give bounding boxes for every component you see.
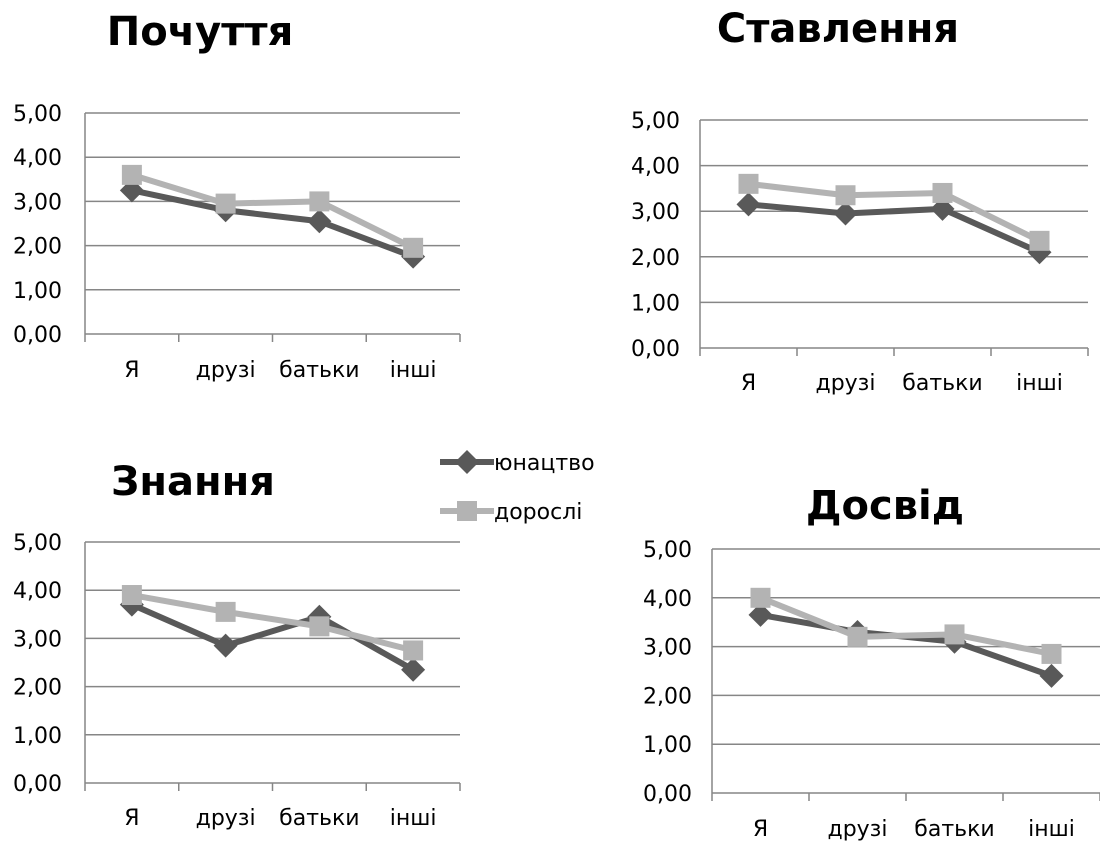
series-line-adults xyxy=(748,180,1041,244)
data-point-adults xyxy=(1041,643,1062,664)
y-tick-label: 3,00 xyxy=(13,190,62,215)
y-tick-label: 4,00 xyxy=(631,155,680,180)
series-line-youth xyxy=(130,601,415,673)
series-line-adults xyxy=(131,592,414,654)
y-tick-label: 4,00 xyxy=(643,587,692,612)
series-line-youth xyxy=(131,187,415,260)
y-tick-label: 0,00 xyxy=(13,323,62,348)
y-tick-label: 5,00 xyxy=(13,531,62,556)
data-point-adults xyxy=(121,585,142,606)
data-point-adults xyxy=(309,616,330,637)
x-tick-label: друзі xyxy=(196,806,256,831)
data-point-youth xyxy=(1039,663,1064,688)
x-tick-label: інші xyxy=(390,358,437,383)
y-tick-label: 3,00 xyxy=(13,627,62,652)
x-tick-label: батьки xyxy=(902,371,982,396)
data-point-adults xyxy=(215,601,236,622)
x-tick-label: Я xyxy=(753,817,768,842)
data-point-youth xyxy=(213,633,238,658)
data-point-adults xyxy=(835,185,856,206)
y-tick-label: 4,00 xyxy=(13,579,62,604)
y-tick-label: 1,00 xyxy=(13,279,62,304)
y-tick-label: 5,00 xyxy=(631,109,680,134)
chart-panel-1: Почуття 0,00 1,00 2,00 3,00 4,00 5,00 Я друзі бат… xyxy=(13,9,461,383)
data-point-youth xyxy=(401,657,426,682)
data-point-youth xyxy=(736,192,761,217)
legend-item: юнацтво xyxy=(440,450,595,476)
x-tick-label: Я xyxy=(124,358,139,383)
x-tick-label: інші xyxy=(1028,817,1075,842)
y-tick-label: 5,00 xyxy=(643,538,692,563)
chart-title: Почуття xyxy=(107,9,294,55)
y-tick-label: 0,00 xyxy=(631,337,680,362)
y-tick-label: 3,00 xyxy=(643,636,692,661)
legend-diamond-icon xyxy=(455,450,479,474)
x-tick-label: Я xyxy=(741,371,756,396)
y-tick-label: 2,00 xyxy=(631,246,680,271)
series-line-adults xyxy=(759,595,1053,657)
legend: юнацтво дорослі xyxy=(440,450,595,525)
x-tick-label: батьки xyxy=(914,817,994,842)
x-tick-label: інші xyxy=(390,806,437,831)
y-tick-label: 3,00 xyxy=(631,200,680,225)
chart-panel-2: Ставлення 0,00 1,00 2,00 3,00 4,00 5,00 Я друзі б… xyxy=(631,6,1089,396)
y-tick-label: 2,00 xyxy=(643,684,692,709)
y-tick-label: 1,00 xyxy=(643,733,692,758)
y-tick-label: 1,00 xyxy=(631,291,680,316)
y-tick-label: 2,00 xyxy=(13,676,62,701)
y-tick-label: 5,00 xyxy=(13,102,62,127)
x-tick-label: інші xyxy=(1016,371,1063,396)
data-point-youth xyxy=(833,201,858,226)
legend-label: юнацтво xyxy=(494,451,595,476)
y-tick-label: 1,00 xyxy=(13,724,62,749)
data-point-adults xyxy=(932,182,953,203)
x-tick-label: друзі xyxy=(196,358,256,383)
chart-title: Ставлення xyxy=(717,6,959,52)
y-tick-label: 4,00 xyxy=(13,146,62,171)
series-line-youth xyxy=(748,201,1041,255)
data-point-adults xyxy=(944,624,965,645)
series-line-adults xyxy=(130,172,415,251)
y-tick-label: 2,00 xyxy=(13,235,62,260)
x-tick-label: друзі xyxy=(827,817,887,842)
legend-label: дорослі xyxy=(494,500,582,525)
data-point-adults xyxy=(403,237,424,258)
data-point-adults xyxy=(750,587,771,608)
chart-panel-3: Знання 0,00 1,00 2,00 3,00 4,00 5,00 Я друзі бать… xyxy=(13,459,461,831)
data-point-youth xyxy=(748,602,773,627)
data-point-adults xyxy=(121,164,142,185)
legend-square-icon xyxy=(457,501,477,521)
x-tick-label: друзі xyxy=(815,371,875,396)
y-tick-label: 0,00 xyxy=(643,782,692,807)
data-point-adults xyxy=(847,626,868,647)
data-point-adults xyxy=(309,191,330,212)
chart-title: Знання xyxy=(111,459,275,505)
chart-title: Досвід xyxy=(806,483,964,529)
y-tick-label: 0,00 xyxy=(13,772,62,797)
data-point-adults xyxy=(215,193,236,214)
data-point-youth xyxy=(307,209,332,234)
data-point-adults xyxy=(403,640,424,661)
data-point-adults xyxy=(738,173,759,194)
data-point-adults xyxy=(1029,230,1050,251)
chart-panel-4: Досвід 0,00 1,00 2,00 3,00 4,00 5,00 Я друзі бать… xyxy=(643,483,1100,842)
x-tick-label: батьки xyxy=(279,358,359,383)
legend-item: дорослі xyxy=(440,500,582,525)
x-tick-label: Я xyxy=(124,806,139,831)
x-tick-label: батьки xyxy=(279,806,359,831)
